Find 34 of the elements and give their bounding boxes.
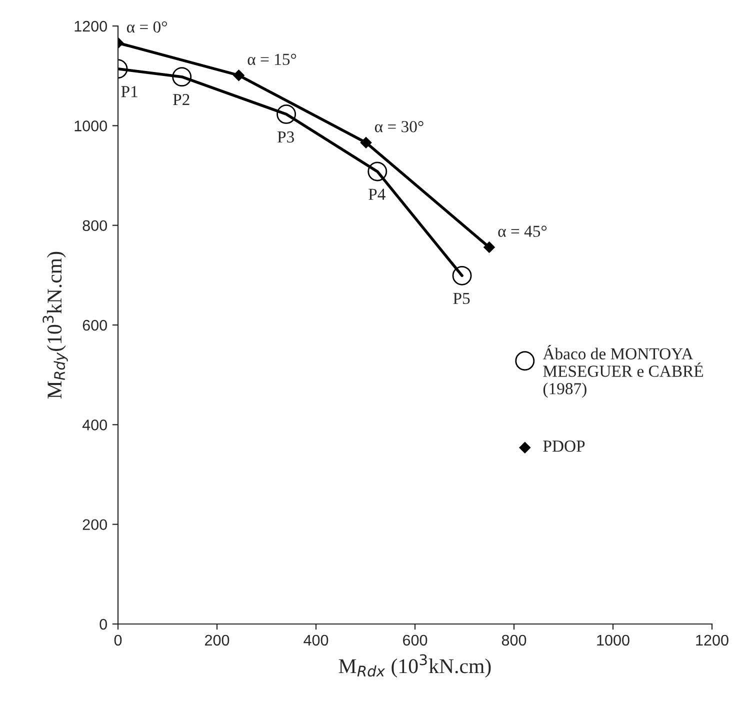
y-tick-label: 200 — [82, 519, 107, 530]
x-tick-label: 800 — [502, 634, 526, 646]
annotation: P2 — [173, 94, 190, 106]
annotation: P3 — [278, 131, 294, 143]
point — [172, 67, 192, 87]
annotation: P5 — [453, 292, 470, 304]
y-axis-title: M$_{Rdy}$(10$^{3}$kN.cm) — [42, 252, 68, 399]
y-tick-label: 600 — [82, 320, 107, 331]
x-axis-title: M$_{Rdx}$ (10$^{3}$kN.cm) — [338, 654, 491, 678]
legend-label: Ábaco de MONTOYA MESEGUER e CABRÉ (1987) — [542, 345, 703, 398]
x-tick-label: 600 — [403, 634, 428, 646]
annotation: α = 30° — [374, 121, 424, 132]
x-tick-label: 400 — [304, 634, 328, 646]
x-tick-label: 1000 — [597, 634, 630, 646]
annotation: α = 45° — [498, 226, 547, 237]
point — [360, 137, 372, 148]
point — [484, 242, 495, 253]
x-tick-label: 0 — [114, 634, 122, 646]
x-tick-label: 200 — [205, 634, 230, 646]
y-tick-label: 0 — [100, 618, 107, 630]
point — [276, 104, 296, 124]
annotation: α = 15° — [248, 54, 296, 66]
y-tick-label: 1000 — [74, 120, 107, 132]
point — [233, 70, 244, 81]
annotation: α = 0° — [126, 21, 167, 33]
x-tick-label: 1200 — [696, 634, 728, 646]
point — [368, 162, 388, 182]
y-tick-label: 400 — [82, 420, 107, 430]
legend-label: PDOP — [543, 440, 585, 452]
y-tick-label: 1200 — [74, 20, 107, 32]
y-tick-label: 800 — [82, 220, 107, 232]
point — [452, 266, 472, 286]
annotation: P4 — [368, 188, 386, 200]
annotation: P1 — [121, 86, 138, 98]
